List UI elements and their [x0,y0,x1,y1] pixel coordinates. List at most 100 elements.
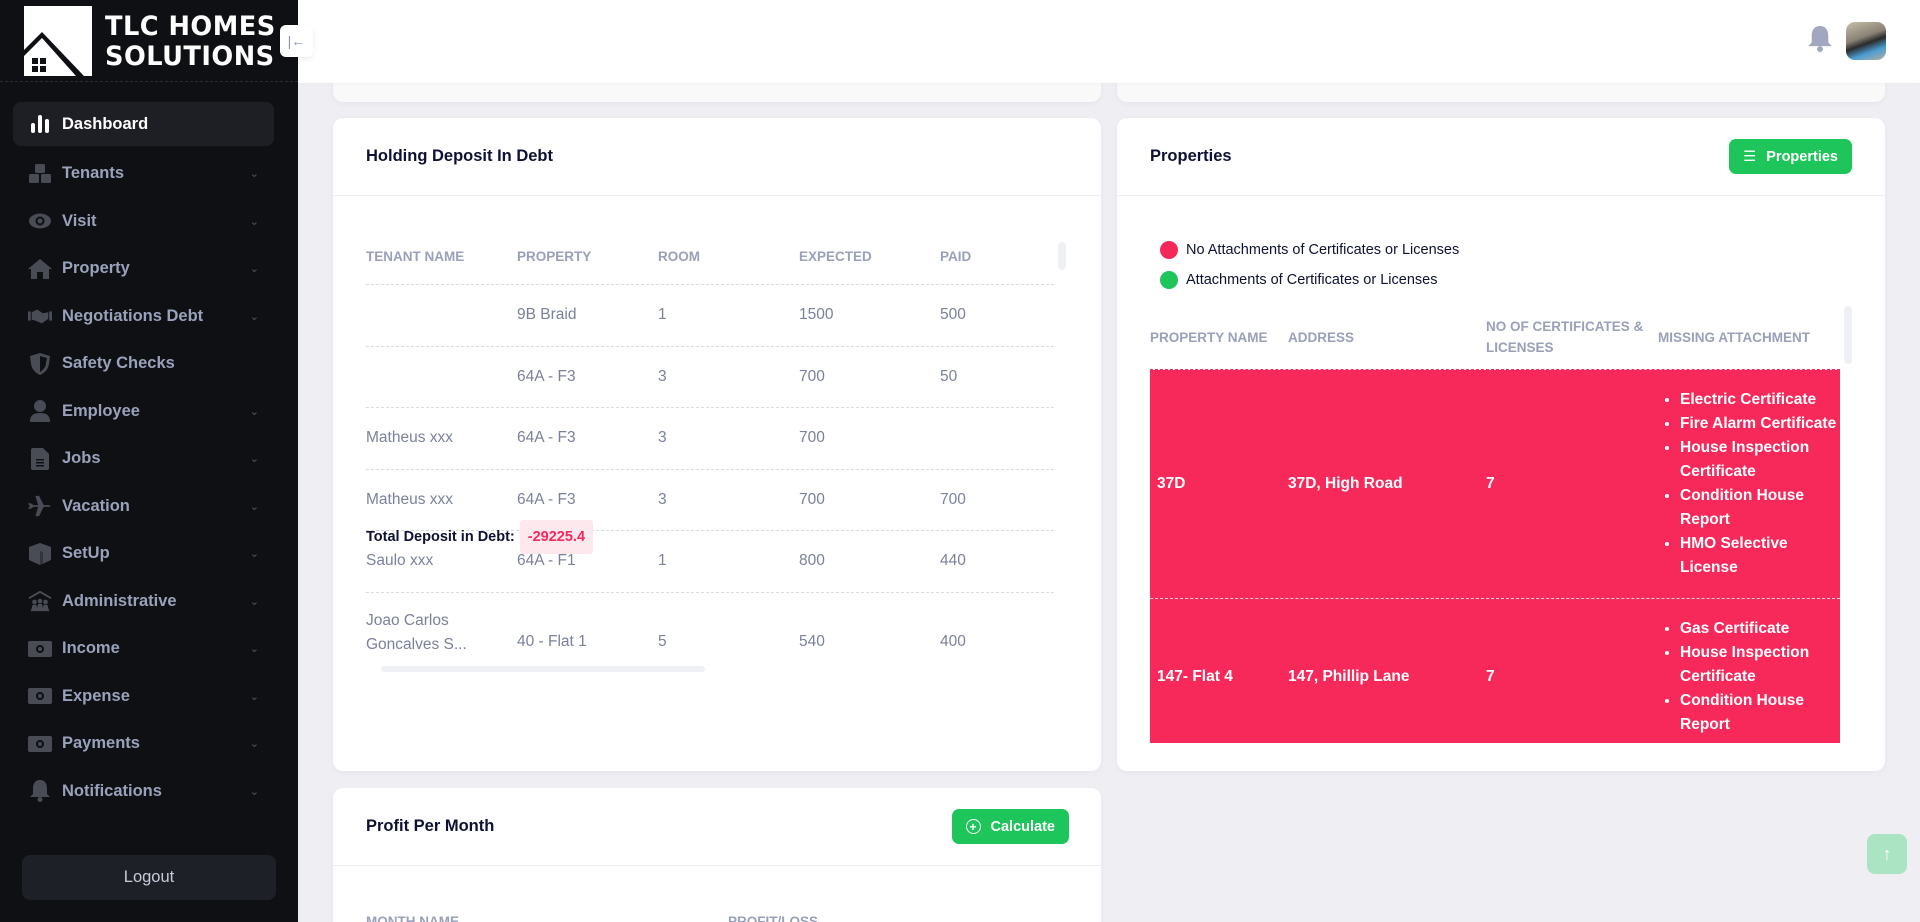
expected-cell: 700 [799,490,825,508]
expected-cell: 700 [799,367,825,385]
sidebar-item-label: Income [62,639,120,658]
column-header[interactable]: TENANT NAME [366,248,465,264]
sidebar-item-label: Dashboard [62,114,149,133]
column-header[interactable]: NO OF CERTIFICATES & LICENSES [1486,319,1644,355]
sidebar-item-payments[interactable]: Payments ⌄ [13,720,274,768]
brand-line-2: SOLUTIONS [105,41,275,72]
legend-label: Attachments of Certificates or Licenses [1186,272,1438,288]
missing-item: House Inspection Certificate [1680,641,1840,689]
top-header [298,0,1920,83]
cubes-icon [28,163,52,185]
money-bill-icon [28,733,52,755]
logout-button[interactable]: Logout [22,855,276,900]
missing-item: Fire Alarm Certificate [1680,412,1840,436]
table-row[interactable]: 147- Flat 4 147, Phillip Lane 7 Gas Cert… [1150,599,1840,743]
bell-icon[interactable] [1808,26,1832,52]
column-header[interactable]: ROOM [658,248,700,264]
column-header[interactable]: EXPECTED [799,248,872,264]
card-header: Holding Deposit In Debt [333,118,1101,196]
scroll-to-top-button[interactable]: ↑ [1867,834,1907,874]
chevron-down-icon: ⌄ [249,690,259,703]
expected-cell: 1500 [799,306,834,324]
sidebar-item-jobs[interactable]: Jobs ⌄ [13,435,274,483]
property-cell: 40 - Flat 1 [517,632,587,650]
avatar[interactable] [1846,22,1886,60]
plus-circle-icon: + [965,819,981,834]
holding-deposit-card: Holding Deposit In Debt TENANT NAME PROP… [333,118,1101,771]
column-header[interactable]: ADDRESS [1288,329,1355,345]
green-dot-icon [1160,271,1178,289]
properties-card: Properties ☰ Properties No Attachments o… [1117,118,1885,771]
property-name-cell: 147- Flat 4 [1157,668,1233,685]
expected-cell: 540 [799,632,825,650]
total-value-badge: -29225.4 [519,520,594,554]
sidebar-item-dashboard[interactable]: Dashboard [13,102,274,146]
card-title: Profit Per Month [366,817,495,835]
room-cell: 3 [658,490,667,508]
tenant-cell: Matheus xxx [366,429,454,447]
column-header[interactable]: PROFIT/LOSS [728,914,819,922]
sidebar-item-expense[interactable]: Expense ⌄ [13,673,274,721]
sidebar-item-negotiations-debt[interactable]: Negotiations Debt ⌄ [13,293,274,341]
sidebar-item-income[interactable]: Income ⌄ [13,625,274,673]
button-label: Properties [1766,148,1838,165]
sidebar-item-label: Jobs [62,449,101,468]
missing-item: Electric Certificate [1680,388,1840,412]
sidebar-item-label: Expense [62,686,130,705]
missing-item: Condition House Report [1680,689,1840,737]
table-row[interactable]: 37D 37D, High Road 7 Electric Certificat… [1150,370,1840,599]
sidebar-item-property[interactable]: Property ⌄ [13,245,274,293]
sidebar-item-tenants[interactable]: Tenants ⌄ [13,150,274,198]
paid-cell: 400 [940,632,966,650]
column-header[interactable]: PROPERTY NAME [1150,329,1268,345]
chevron-down-icon: ⌄ [249,310,259,323]
calculate-button[interactable]: + Calculate [951,809,1069,844]
column-header[interactable]: PAID [940,248,972,264]
sidebar-item-safety-checks[interactable]: Safety Checks [13,340,274,388]
table-row: Joao Carlos Goncalves S... 40 - Flat 1 5… [366,593,1054,671]
chevron-down-icon: ⌄ [249,738,259,751]
logo[interactable]: TLC HOMES SOLUTIONS [0,0,298,82]
card-title: Holding Deposit In Debt [366,147,553,165]
collapse-sidebar-button[interactable]: |← [280,25,313,57]
sidebar-item-label: SetUp [62,544,110,563]
table-row: Matheus xxx 64A - F3 3 700 [366,408,1054,470]
address-cell: 147, Phillip Lane [1288,668,1410,685]
total-deposit: Total Deposit in Debt: -29225.4 [366,520,594,554]
paid-cell: 700 [940,490,966,508]
sidebar-item-vacation[interactable]: Vacation ⌄ [13,483,274,531]
chevron-down-icon: ⌄ [249,643,259,656]
sidebar-item-employee[interactable]: Employee ⌄ [13,388,274,436]
room-cell: 1 [658,552,667,570]
paid-cell: 50 [940,367,958,385]
legend-label: No Attachments of Certificates or Licens… [1186,242,1460,258]
vertical-scrollbar[interactable] [1058,242,1066,270]
properties-button[interactable]: ☰ Properties [1729,139,1852,174]
vertical-scrollbar[interactable] [1844,306,1852,364]
brand-name: TLC HOMES SOLUTIONS [105,12,276,72]
tenant-cell: Saulo xxx [366,552,434,570]
paid-cell: 500 [940,306,966,324]
expected-cell: 700 [799,429,825,447]
chevron-down-icon: ⌄ [249,405,259,418]
card-title: Properties [1150,147,1232,165]
eye-icon [28,210,52,232]
missing-item: HMO Selective License [1680,532,1840,580]
sidebar-item-administrative[interactable]: Administrative ⌄ [13,578,274,626]
table-row: Saulo xxx 64A - F1 1 800 440 [366,531,1054,593]
column-header[interactable]: MONTH NAME [366,914,459,922]
horizontal-scrollbar[interactable] [381,666,705,672]
sidebar-item-notifications[interactable]: Notifications ⌄ [13,768,274,816]
sidebar-item-visit[interactable]: Visit ⌄ [13,198,274,246]
count-cell: 7 [1486,668,1495,685]
sidebar-item-setup[interactable]: SetUp ⌄ [13,530,274,578]
missing-attachments-cell: Gas Certificate House Inspection Certifi… [1658,599,1840,743]
column-header[interactable]: MISSING ATTACHMENT [1658,329,1810,345]
sidebar-item-label: Vacation [62,496,130,515]
user-icon [28,400,52,423]
shield-icon [28,352,52,375]
tenant-cell: Joao Carlos Goncalves S... [366,611,467,653]
chevron-down-icon: ⌄ [249,548,259,561]
column-header[interactable]: PROPERTY [517,248,592,264]
red-dot-icon [1160,241,1178,259]
